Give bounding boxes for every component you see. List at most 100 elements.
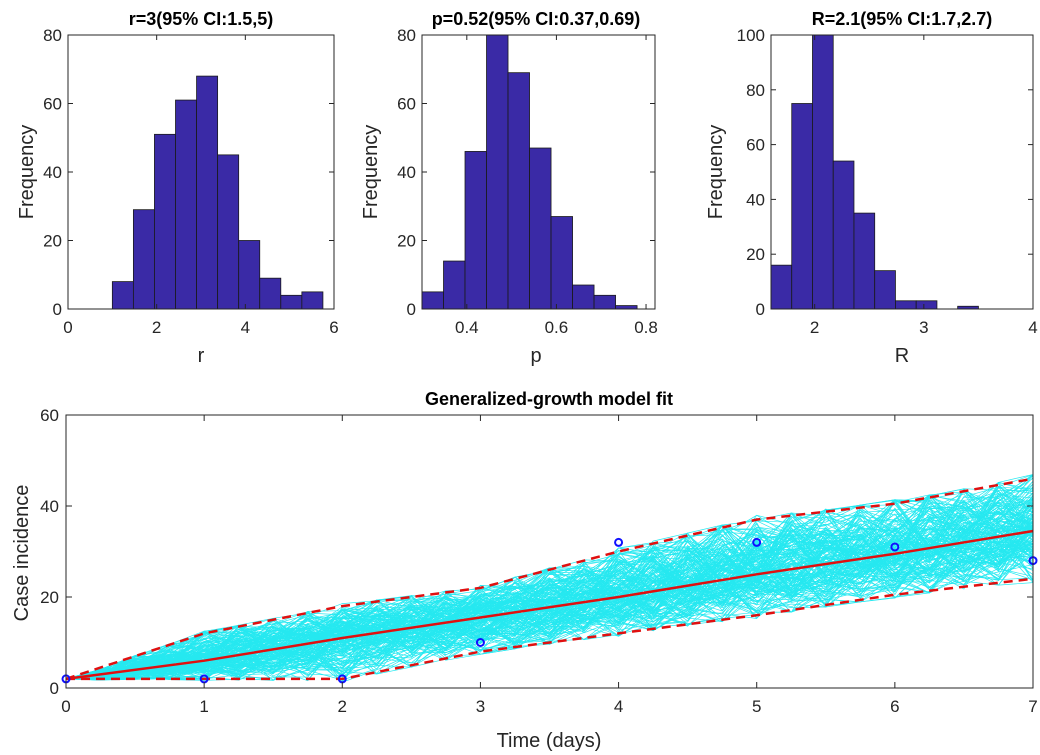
histogram-r-bar	[175, 99, 197, 310]
upper-ci-line	[65, 477, 1034, 681]
ensemble-curve	[65, 505, 1034, 680]
fit-x-tick-label: 5	[752, 697, 761, 716]
ensemble-curve	[65, 540, 1034, 680]
ensemble-curve	[65, 481, 1034, 680]
fit-y-tick-label: 20	[40, 588, 59, 607]
histogram-p-xlabel: p	[530, 345, 541, 367]
ensemble-curve	[65, 531, 1034, 680]
histogram-R-x-tick-label: 3	[919, 318, 928, 337]
histogram-r-x-tick-label: 6	[329, 318, 338, 337]
fit-xlabel: Time (days)	[497, 730, 602, 752]
histogram-p-y-tick-label: 20	[397, 232, 416, 251]
histogram-p-x-tick-label: 0.4	[455, 318, 479, 337]
ensemble-curve	[65, 539, 1034, 680]
histogram-R-y-tick-label: 80	[746, 81, 765, 100]
histogram-R-bar	[895, 300, 917, 310]
histogram-p-title: p=0.52(95% CI:0.37,0.69)	[432, 9, 641, 29]
histogram-p-bar	[464, 151, 487, 310]
observed-data-point	[890, 542, 900, 552]
histogram-R-bar	[874, 270, 896, 310]
histogram-R-x-tick-label: 4	[1028, 318, 1037, 337]
histogram-p-bar	[615, 305, 638, 310]
histogram-r-y-tick-label: 80	[43, 26, 62, 45]
fit-x-tick-label: 2	[338, 697, 347, 716]
ensemble-curve	[65, 543, 1034, 680]
histogram-r-x-tick-label: 0	[63, 318, 72, 337]
fit-y-tick-label: 0	[50, 679, 59, 698]
histogram-p-bar	[443, 260, 466, 310]
histogram-R-bar	[832, 160, 855, 310]
histogram-p-y-tick-label: 40	[397, 163, 416, 182]
histogram-p-bar	[529, 147, 552, 310]
ensemble-curve	[65, 512, 1034, 680]
ensemble-curve	[65, 518, 1034, 680]
ensemble-curve	[65, 537, 1034, 680]
histogram-R-bar	[915, 300, 938, 310]
ensemble-curve	[65, 534, 1034, 680]
observed-data-point	[475, 638, 485, 647]
histogram-p-ylabel: Frequency	[360, 125, 382, 220]
histogram-R-y-tick-label: 0	[756, 300, 765, 319]
fit-x-tick-label: 6	[890, 697, 899, 716]
histogram-R-bar	[812, 34, 834, 310]
histogram-r-y-tick-label: 20	[43, 232, 62, 251]
histogram-r-bar	[111, 281, 134, 310]
growth-fit-chart: Generalized-growth model fit Time (days)…	[11, 389, 1038, 752]
histogram-r-bar	[132, 209, 155, 310]
histogram-r-ylabel: Frequency	[16, 125, 38, 220]
histogram-r-bar	[217, 154, 240, 310]
histogram-r-bar	[196, 75, 219, 310]
histogram-p-x-tick-label: 0.6	[545, 318, 569, 337]
histogram-R: R=2.1(95% CI:1.7,2.7) R Frequency 2 3 4020…	[705, 9, 1038, 367]
histogram-r-bar	[154, 133, 176, 310]
histogram-R-y-tick-label: 100	[737, 26, 765, 45]
ensemble-curve	[65, 507, 1034, 680]
ensemble-curve	[65, 532, 1034, 680]
ensemble-curve	[65, 515, 1034, 680]
observed-data-point	[614, 537, 624, 547]
histogram-p-bar	[593, 294, 616, 310]
histogram-p-bar	[507, 72, 530, 310]
ensemble-curves	[65, 474, 1034, 683]
histogram-r-bar	[259, 277, 282, 310]
histogram-p-x-tick-label: 0.8	[634, 318, 658, 337]
histogram-r: r=3(95% CI:1.5,5) r Frequency 0 2 4 6020406…	[16, 9, 339, 367]
histogram-r-x-tick-label: 2	[152, 318, 161, 337]
histogram-p-bar	[572, 284, 595, 310]
fit-x-tick-label: 7	[1028, 697, 1037, 716]
ensemble-curve	[65, 499, 1034, 680]
fit-x-tick-label: 4	[614, 697, 623, 716]
histogram-r-bar	[280, 294, 303, 310]
fit-title: Generalized-growth model fit	[425, 389, 673, 409]
histogram-r-title: r=3(95% CI:1.5,5)	[129, 9, 274, 29]
ensemble-curve	[65, 518, 1034, 680]
histogram-p: p=0.52(95% CI:0.37,0.69) p Frequency 0.4…	[360, 9, 658, 367]
fit-x-tick-label: 3	[476, 697, 485, 716]
ensemble-curve	[65, 502, 1034, 680]
histogram-p-bar	[486, 34, 509, 310]
ensemble-curve	[65, 509, 1034, 680]
ensemble-curve	[65, 534, 1034, 680]
histogram-r-bar	[301, 291, 324, 310]
ensemble-curve	[65, 509, 1034, 680]
histogram-R-bar	[770, 264, 793, 310]
fit-ylabel: Case incidence	[11, 485, 33, 622]
ensemble-curve	[65, 495, 1034, 680]
observed-data-point	[752, 537, 762, 547]
histogram-r-bar	[238, 240, 261, 310]
histogram-R-axes-box	[770, 34, 1034, 310]
histogram-R-title: R=2.1(95% CI:1.7,2.7)	[812, 9, 993, 29]
ensemble-curve	[65, 519, 1034, 680]
histogram-R-ylabel: Frequency	[705, 125, 727, 220]
fit-x-tick-label: 0	[61, 697, 70, 716]
histogram-p-y-tick-label: 80	[397, 26, 416, 45]
histogram-R-bar	[853, 212, 876, 310]
lower-ci-line	[66, 577, 1034, 681]
histogram-R-y-tick-label: 20	[746, 245, 765, 264]
fit-y-tick-label: 60	[40, 406, 59, 425]
histogram-p-y-tick-label: 60	[397, 95, 416, 114]
histogram-R-x-tick-label: 2	[810, 318, 819, 337]
histogram-p-y-tick-label: 0	[407, 300, 416, 319]
histogram-R-y-tick-label: 60	[746, 136, 765, 155]
